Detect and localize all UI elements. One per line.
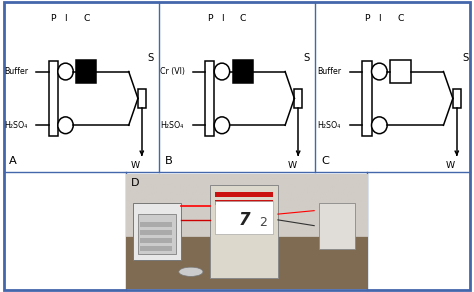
Text: P: P (207, 15, 212, 23)
Ellipse shape (372, 63, 387, 80)
Text: Cr (VI): Cr (VI) (160, 67, 185, 76)
Text: S: S (462, 53, 468, 63)
Bar (140, 222, 172, 227)
Bar (319, 203, 356, 249)
Text: D: D (130, 178, 139, 188)
Text: C: C (239, 15, 246, 23)
Ellipse shape (58, 63, 73, 80)
Bar (76, 60, 96, 83)
Text: W: W (446, 161, 455, 170)
Bar (138, 89, 146, 108)
Text: C: C (321, 156, 329, 166)
Text: 7: 7 (238, 211, 250, 229)
Text: B: B (165, 156, 173, 166)
Bar (294, 89, 302, 108)
Ellipse shape (58, 117, 73, 134)
Bar (233, 60, 253, 83)
Text: A: A (9, 156, 16, 166)
Text: W: W (131, 161, 140, 170)
Text: Buffer: Buffer (4, 67, 28, 76)
Bar (48, 61, 58, 136)
Bar (205, 61, 214, 136)
Text: P: P (50, 15, 56, 23)
Bar (453, 89, 461, 108)
Text: W: W (287, 161, 297, 170)
Text: I: I (220, 15, 223, 23)
Bar (390, 60, 410, 83)
Text: C: C (83, 15, 90, 23)
Text: H₂SO₄: H₂SO₄ (4, 121, 27, 130)
Text: 2: 2 (259, 216, 267, 229)
Bar (140, 246, 172, 251)
Bar (210, 185, 278, 277)
Ellipse shape (179, 267, 203, 277)
Text: P: P (364, 15, 370, 23)
Text: S: S (147, 53, 154, 63)
Text: I: I (64, 15, 67, 23)
Bar (140, 230, 172, 235)
Text: I: I (378, 15, 381, 23)
Bar (215, 192, 273, 197)
Bar (140, 238, 172, 243)
Text: Buffer: Buffer (317, 67, 341, 76)
Text: H₂SO₄: H₂SO₄ (160, 121, 183, 130)
Text: C: C (397, 15, 404, 23)
Bar (215, 201, 273, 234)
Text: H₂SO₄: H₂SO₄ (317, 121, 340, 130)
Bar (215, 200, 273, 205)
Ellipse shape (372, 117, 387, 134)
Bar (362, 61, 372, 136)
Text: S: S (303, 53, 310, 63)
Bar (137, 214, 176, 255)
Bar (133, 203, 181, 260)
Ellipse shape (214, 63, 229, 80)
Ellipse shape (214, 117, 229, 134)
